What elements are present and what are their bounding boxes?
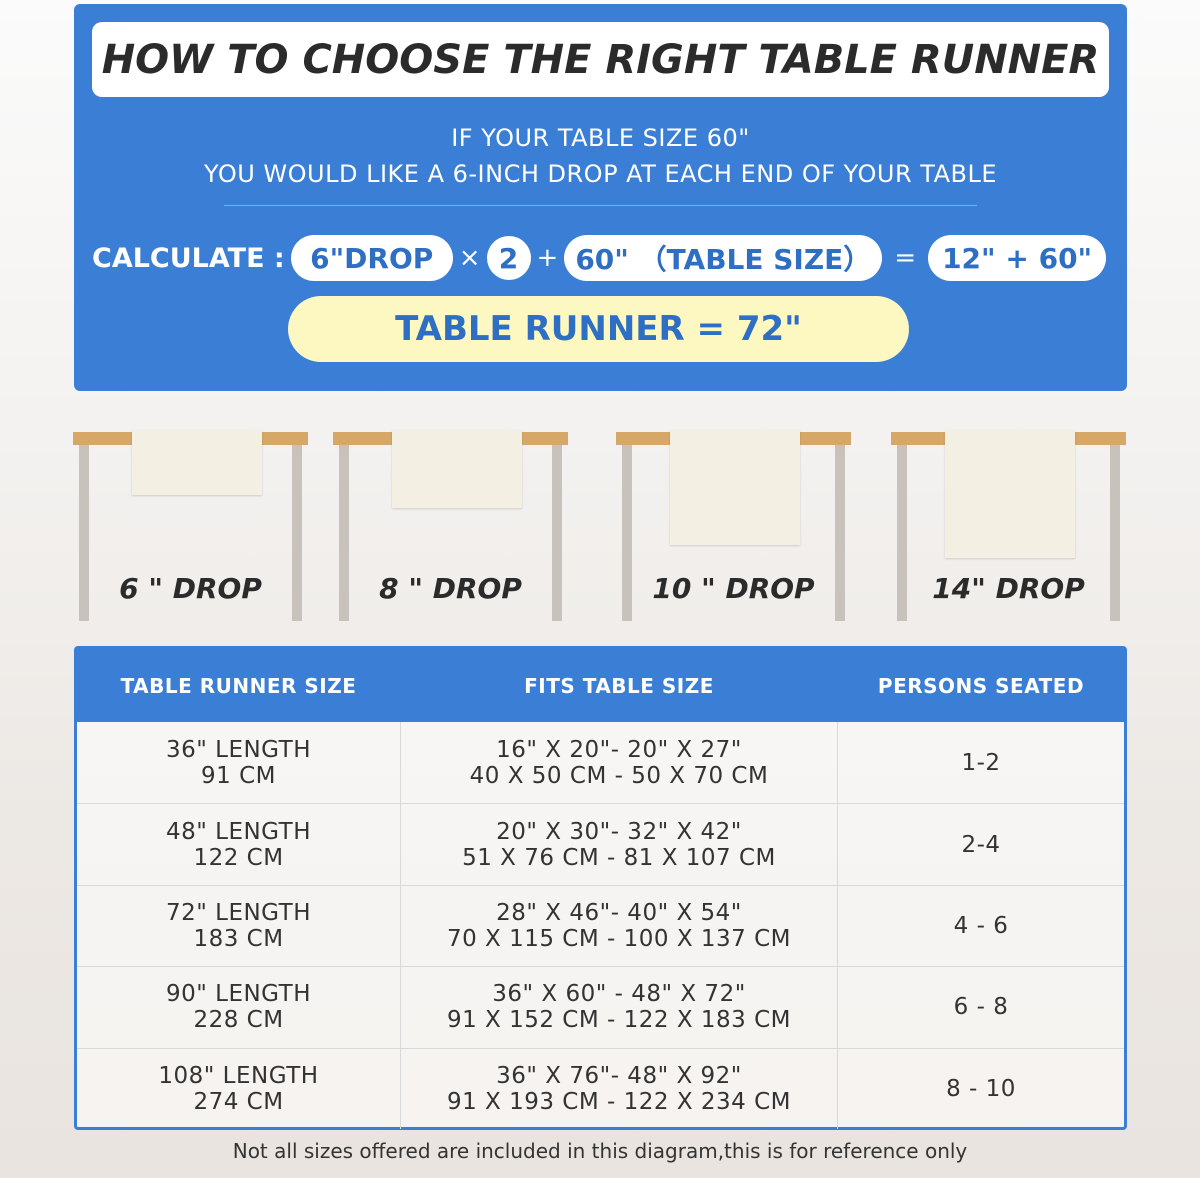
drop-label: 10 " DROP — [652, 572, 815, 605]
persons-cell: 1-2 — [961, 749, 1001, 776]
persons-cell: 8 - 10 — [946, 1075, 1016, 1102]
fits-cm: 91 X 193 CM - 122 X 234 CM — [446, 1088, 792, 1115]
table-row: 36" LENGTH 91 CM 16" X 20"- 20" X 27" 40 X… — [77, 722, 1124, 804]
drop-label: 6 " DROP — [119, 572, 262, 605]
table-size-pill: 60" （TABLE SIZE） — [564, 235, 883, 281]
table-row: 90" LENGTH 228 CM 36" X 60" - 48" X 72" 91… — [77, 966, 1124, 1048]
runner-size-cell: 90" LENGTH 228 CM — [77, 967, 400, 1047]
header-runner-size: TABLE RUNNER SIZE — [120, 673, 357, 698]
length-cm: 183 CM — [193, 925, 284, 952]
runner-drop — [670, 430, 800, 545]
fits-cm: 91 X 152 CM - 122 X 183 CM — [446, 1007, 792, 1034]
drop-figure-8: 8 " DROP — [333, 430, 568, 622]
size-table: TABLE RUNNER SIZE FITS TABLE SIZE PERSON… — [74, 646, 1127, 1130]
drop-label: 14" DROP — [932, 572, 1085, 605]
divider — [224, 205, 977, 206]
fits-in: 20" X 30"- 32" X 42" — [496, 818, 742, 845]
length-cm: 91 CM — [201, 762, 276, 789]
intro-line-2: YOU WOULD LIKE A 6-INCH DROP AT EACH END… — [204, 160, 997, 188]
table-leg — [897, 445, 907, 621]
header-fits-table: FITS TABLE SIZE — [524, 673, 714, 698]
fits-in: 16" X 20"- 20" X 27" — [496, 736, 742, 763]
table-header: TABLE RUNNER SIZE FITS TABLE SIZE PERSON… — [77, 649, 1124, 722]
table-leg — [339, 445, 349, 621]
fits-in: 36" X 60" - 48" X 72" — [492, 981, 746, 1008]
fits-cm: 70 X 115 CM - 100 X 137 CM — [446, 925, 792, 952]
drop-pill: 6"DROP — [290, 235, 453, 281]
length-in: 72" LENGTH — [165, 899, 312, 926]
fits-in: 36" X 76"- 48" X 92" — [496, 1062, 742, 1089]
runner-drop — [132, 430, 262, 495]
runner-size-cell: 108" LENGTH 274 CM — [77, 1049, 400, 1129]
runner-drop — [945, 430, 1075, 558]
length-cm: 122 CM — [193, 844, 284, 871]
drop-figure-6: 6 " DROP — [73, 430, 308, 622]
plus-sign: + — [536, 243, 559, 273]
fits-table-cell: 28" X 46"- 40" X 54" 70 X 115 CM - 100 X … — [400, 885, 838, 967]
table-row: 48" LENGTH 122 CM 20" X 30"- 32" X 42" 51 … — [77, 803, 1124, 885]
table-row: 72" LENGTH 183 CM 28" X 46"- 40" X 54" 70 … — [77, 884, 1124, 967]
length-cm: 228 CM — [193, 1007, 284, 1034]
fits-cm: 51 X 76 CM - 81 X 107 CM — [462, 844, 776, 871]
multiplier-circle: 2 — [486, 236, 531, 280]
header-persons: PERSONS SEATED — [877, 673, 1085, 698]
page-title: HOW TO CHOOSE THE RIGHT TABLE RUNNER — [92, 22, 1109, 97]
calculation-row: CALCULATE : 6"DROP × 2 + 60" （TABLE SIZE… — [92, 233, 1107, 283]
runner-drop — [392, 430, 522, 508]
fits-cm: 40 X 50 CM - 50 X 70 CM — [469, 762, 769, 789]
result-pill: TABLE RUNNER = 72" — [288, 296, 909, 362]
length-in: 108" LENGTH — [158, 1062, 319, 1089]
times-sign: × — [458, 243, 481, 273]
equals-sign: = — [894, 243, 917, 273]
table-leg — [1110, 445, 1120, 621]
persons-cell: 4 - 6 — [953, 912, 1009, 939]
persons-cell: 6 - 8 — [953, 994, 1009, 1021]
runner-size-cell: 72" LENGTH 183 CM — [77, 886, 400, 966]
fits-table-cell: 36" X 60" - 48" X 72" 91 X 152 CM - 122 X… — [400, 967, 838, 1048]
drop-figure-10: 10 " DROP — [616, 430, 851, 622]
intro-line-1: IF YOUR TABLE SIZE 60" — [451, 124, 750, 152]
calc-label: CALCULATE : — [92, 242, 285, 274]
drop-label: 8 " DROP — [379, 572, 522, 605]
length-cm: 274 CM — [193, 1088, 284, 1115]
persons-cell: 2-4 — [961, 831, 1001, 858]
runner-size-cell: 36" LENGTH 91 CM — [77, 722, 400, 803]
footer-note: Not all sizes offered are included in th… — [232, 1139, 968, 1163]
table-leg — [622, 445, 632, 621]
fits-in: 28" X 46"- 40" X 54" — [496, 899, 742, 926]
table-leg — [79, 445, 89, 621]
length-in: 36" LENGTH — [165, 736, 312, 763]
fits-table-cell: 20" X 30"- 32" X 42" 51 X 76 CM - 81 X 10… — [400, 804, 838, 885]
fits-table-cell: 36" X 76"- 48" X 92" 91 X 193 CM - 122 X … — [400, 1048, 838, 1129]
sum-pill: 12" + 60" — [928, 235, 1107, 281]
fits-table-cell: 16" X 20"- 20" X 27" 40 X 50 CM - 50 X 70… — [400, 722, 838, 804]
calculation-panel: HOW TO CHOOSE THE RIGHT TABLE RUNNER IF … — [74, 4, 1127, 391]
table-leg — [292, 445, 302, 621]
drop-figure-14: 14" DROP — [891, 430, 1126, 622]
runner-size-cell: 48" LENGTH 122 CM — [77, 804, 400, 884]
length-in: 48" LENGTH — [165, 818, 312, 845]
table-leg — [835, 445, 845, 621]
table-leg — [552, 445, 562, 621]
table-row: 108" LENGTH 274 CM 36" X 76"- 48" X 92" 91… — [77, 1047, 1124, 1129]
length-in: 90" LENGTH — [165, 981, 312, 1008]
